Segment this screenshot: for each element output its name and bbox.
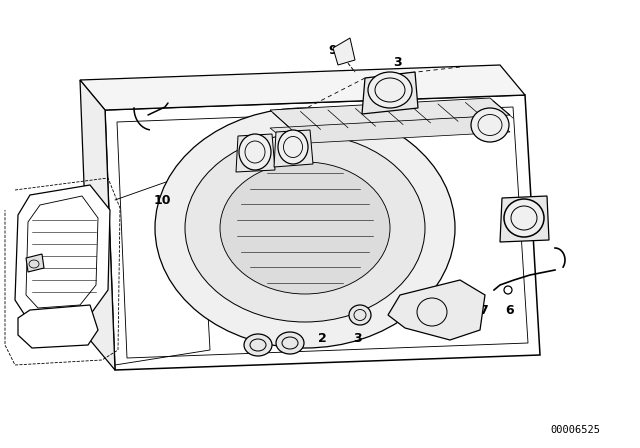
Text: 1: 1	[291, 134, 300, 146]
Polygon shape	[270, 98, 510, 128]
Ellipse shape	[471, 108, 509, 142]
Polygon shape	[388, 280, 485, 340]
Polygon shape	[362, 72, 418, 114]
Polygon shape	[236, 134, 275, 172]
Text: 1: 1	[525, 208, 534, 221]
Polygon shape	[80, 65, 525, 110]
Text: 4: 4	[68, 303, 76, 316]
Text: 00006525: 00006525	[550, 425, 600, 435]
Text: 1: 1	[260, 142, 269, 155]
Text: 7: 7	[479, 303, 488, 316]
Polygon shape	[500, 196, 549, 242]
Polygon shape	[18, 305, 98, 348]
Text: 3: 3	[354, 332, 362, 345]
Polygon shape	[105, 95, 540, 370]
Polygon shape	[80, 80, 115, 370]
Ellipse shape	[504, 286, 512, 294]
Ellipse shape	[244, 334, 272, 356]
Ellipse shape	[368, 72, 412, 108]
Text: 9-: 9-	[328, 43, 342, 56]
Ellipse shape	[504, 199, 544, 237]
Ellipse shape	[155, 108, 455, 348]
Ellipse shape	[239, 134, 271, 170]
Polygon shape	[15, 185, 110, 320]
Ellipse shape	[185, 134, 425, 322]
Polygon shape	[333, 38, 355, 65]
Ellipse shape	[349, 305, 371, 325]
Ellipse shape	[278, 130, 308, 164]
Text: 3: 3	[394, 56, 403, 69]
Text: 5: 5	[426, 323, 435, 336]
Polygon shape	[274, 130, 313, 167]
Text: 10: 10	[153, 194, 171, 207]
Polygon shape	[270, 116, 510, 144]
Ellipse shape	[220, 162, 390, 294]
Text: 6: 6	[506, 303, 515, 316]
Text: 8: 8	[38, 236, 46, 249]
Ellipse shape	[276, 332, 304, 354]
Polygon shape	[26, 254, 44, 272]
Text: 2: 2	[317, 332, 326, 345]
